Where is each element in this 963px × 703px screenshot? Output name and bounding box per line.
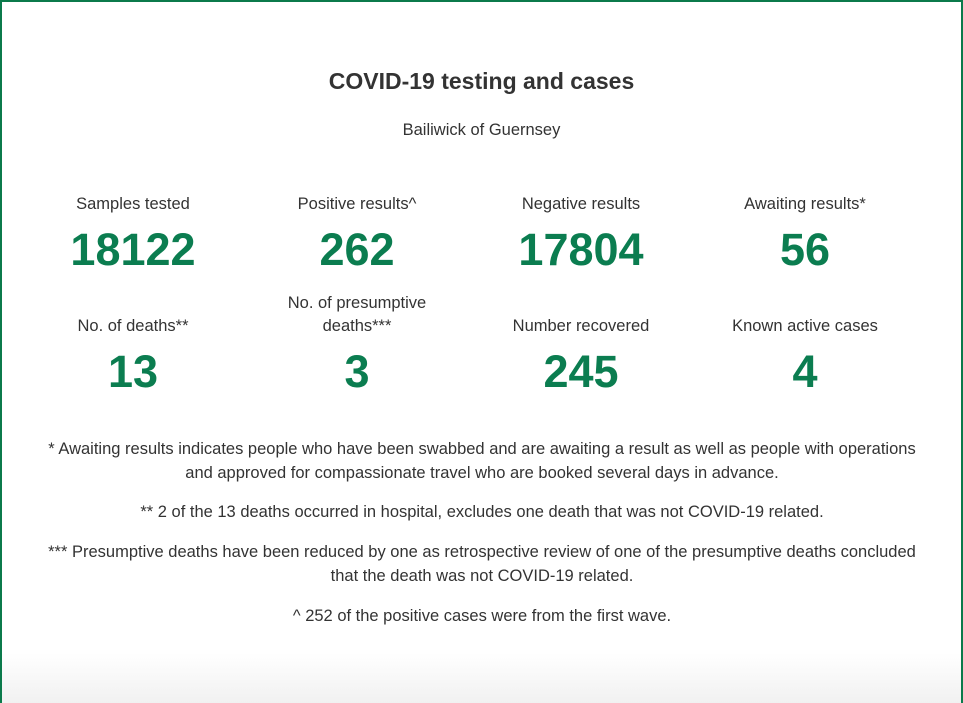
stat-value: 262 — [319, 224, 395, 275]
stat-value: 4 — [792, 346, 818, 397]
stat-value: 56 — [779, 224, 831, 275]
stat-value: 17804 — [518, 224, 644, 275]
stat-label: Awaiting results* — [744, 195, 866, 213]
stat-label: Known active cases — [732, 317, 878, 335]
stat-label: Negative results — [521, 195, 641, 213]
footnote: *** Presumptive deaths have been reduced… — [48, 543, 916, 585]
footnote: ^ 252 of the positive cases were from th… — [292, 607, 672, 625]
stat-value: 245 — [543, 346, 619, 397]
footnote: * Awaiting results indicates people who … — [48, 440, 916, 482]
bottom-shade — [2, 653, 961, 703]
stat-label: Number recovered — [512, 317, 650, 335]
stat-label: No. of presumptive deaths*** — [287, 294, 427, 335]
stat-value: 18122 — [70, 224, 196, 275]
stat-value: 13 — [107, 346, 159, 397]
title: COVID-19 testing and cases — [328, 68, 635, 94]
stat-label: Samples tested — [76, 195, 190, 213]
stat-value: 3 — [344, 346, 370, 397]
stat-label: No. of deaths** — [77, 317, 189, 335]
footnote: ** 2 of the 13 deaths occurred in hospit… — [140, 503, 824, 521]
subtitle: Bailiwick of Guernsey — [402, 121, 561, 139]
stat-label: Positive results^ — [297, 195, 417, 213]
